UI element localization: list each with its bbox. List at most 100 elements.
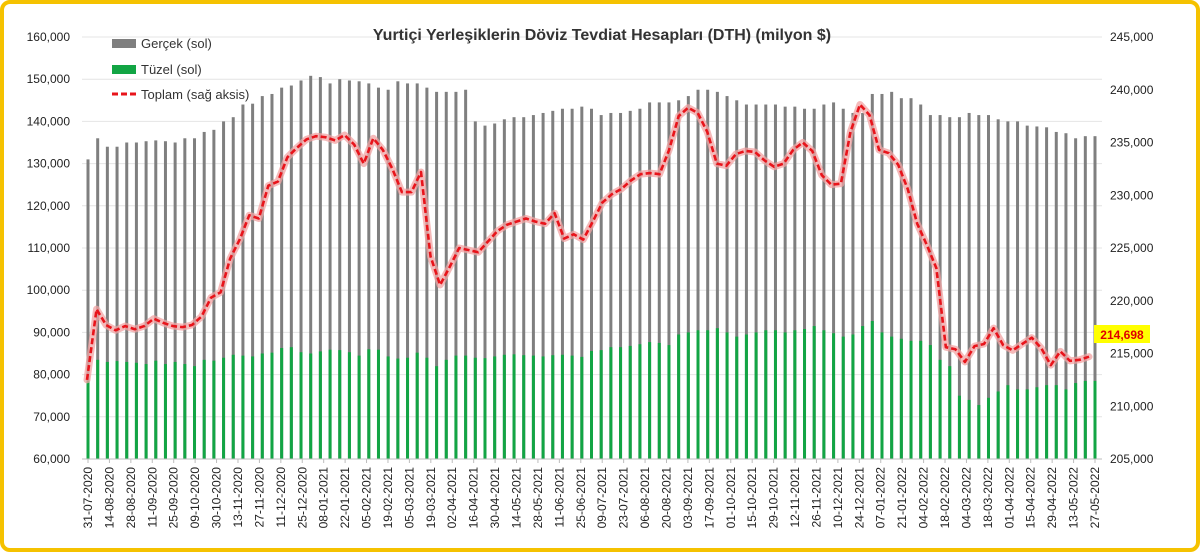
- tuzel-bar: [280, 348, 284, 459]
- gercek-bar: [803, 108, 807, 460]
- gercek-bar: [328, 83, 332, 460]
- x-tick-label: 04-03-2022: [959, 467, 973, 529]
- tuzel-bar: [493, 356, 497, 459]
- x-tick-label: 08-01-2021: [317, 467, 331, 529]
- gercek-bar: [783, 106, 787, 459]
- tuzel-bar: [861, 326, 865, 459]
- gercek-bar: [415, 83, 419, 460]
- last-value-text: 214,698: [1100, 328, 1144, 342]
- tuzel-bar: [1045, 385, 1049, 459]
- tuzel-bar: [996, 391, 1000, 459]
- gercek-bar: [1025, 125, 1029, 460]
- x-tick-label: 03-09-2021: [681, 467, 695, 529]
- gercek-bar: [202, 131, 206, 459]
- tuzel-bar: [531, 355, 535, 459]
- x-tick-label: 14-08-2020: [102, 467, 116, 529]
- gercek-bar: [318, 77, 322, 459]
- gercek-bar: [560, 108, 564, 460]
- gercek-bar: [251, 103, 255, 460]
- tuzel-bar: [125, 361, 129, 459]
- x-tick-label: 16-04-2021: [467, 467, 481, 529]
- gercek-bar: [1035, 126, 1039, 460]
- gercek-bar: [890, 91, 894, 460]
- x-axis: 31-07-2020 14-08-2020 28-08-2020 11-09-2020…: [81, 458, 1102, 529]
- gercek-bar: [648, 102, 652, 459]
- tuzel-bar: [347, 352, 351, 459]
- gercek-bar: [154, 140, 158, 459]
- tuzel-bar: [115, 361, 119, 459]
- gercek-bar: [376, 87, 380, 459]
- x-tick-label: 28-05-2021: [531, 467, 545, 529]
- gercek-bar: [1016, 121, 1020, 460]
- x-tick-label: 10-12-2021: [831, 467, 845, 529]
- toplam-line-path: [85, 103, 1090, 381]
- x-tick-label: 11-09-2020: [145, 467, 159, 528]
- gercek-bar: [425, 87, 429, 459]
- left-axis: 60,000 70,000 80,000 90,000 100,000 110,000 12…: [27, 30, 71, 466]
- x-tick-label: 28-08-2020: [124, 467, 138, 529]
- x-tick-label: 09-10-2020: [188, 467, 202, 529]
- tuzel-bar: [1016, 389, 1020, 459]
- gercek-bar: [551, 110, 555, 459]
- tuzel-bar: [628, 345, 632, 459]
- left-tick-label: 100,000: [27, 283, 71, 297]
- tuzel-bar: [590, 350, 593, 459]
- tuzel-bar: [880, 332, 884, 459]
- x-tick-label: 19-03-2021: [424, 467, 438, 529]
- tuzel-bar: [231, 354, 235, 459]
- x-tick-label: 18-02-2022: [938, 467, 952, 529]
- last-value-callout: 214,698: [1094, 325, 1150, 343]
- tuzel-bar: [357, 355, 361, 459]
- legend-label-toplam: Toplam (sağ aksis): [141, 87, 249, 102]
- left-tick-label: 130,000: [27, 157, 71, 171]
- gercek-bar: [473, 121, 477, 460]
- gercek-bar: [1006, 121, 1010, 460]
- tuzel-bar: [454, 355, 458, 459]
- tuzel-bar: [609, 347, 613, 459]
- x-tick-label: 09-07-2021: [595, 467, 609, 529]
- last-value-box: [1094, 325, 1150, 343]
- legend-label-gercek: Gerçek (sol): [141, 36, 212, 51]
- gercek-bar: [512, 117, 516, 460]
- tuzel-bar: [396, 358, 400, 459]
- tuzel-bar: [512, 354, 516, 459]
- tuzel-bar: [425, 357, 429, 459]
- tuzel-bar: [841, 336, 845, 459]
- tuzel-bar: [212, 360, 216, 459]
- gercek-bar: [590, 108, 593, 460]
- left-tick-label: 160,000: [27, 30, 71, 44]
- tuzel-bar: [241, 355, 245, 459]
- x-tick-label: 21-01-2022: [895, 467, 909, 529]
- right-tick-label: 205,000: [1110, 452, 1154, 466]
- x-tick-label: 01-04-2022: [1002, 467, 1016, 529]
- tuzel-bar: [725, 332, 729, 459]
- toplam-line: [83, 101, 1093, 384]
- gercek-bar: [928, 115, 932, 459]
- x-tick-label: 14-05-2021: [510, 467, 524, 529]
- gercek-bar: [522, 117, 526, 460]
- tuzel-bar: [134, 362, 138, 459]
- legend: Gerçek (sol) Tüzel (sol) Toplam (sağ aks…: [112, 36, 249, 102]
- tuzel-bar: [173, 361, 177, 459]
- tuzel-bar: [270, 352, 274, 459]
- tuzel-bars: [86, 321, 1097, 459]
- legend-label-tuzel: Tüzel (sol): [141, 62, 202, 77]
- tuzel-bar: [619, 347, 623, 459]
- x-tick-label: 29-04-2022: [1045, 467, 1059, 529]
- gercek-bars: [86, 75, 1097, 460]
- x-tick-label: 12-11-2021: [788, 467, 802, 528]
- gercek-bar: [841, 108, 845, 460]
- gercek-bar: [793, 106, 797, 459]
- gercek-bar: [396, 81, 400, 459]
- gercek-bar: [483, 125, 487, 460]
- tuzel-bar: [638, 344, 642, 459]
- tuzel-bar: [909, 340, 913, 459]
- tuzel-bar: [183, 364, 187, 459]
- x-tick-label: 07-01-2022: [874, 467, 888, 529]
- tuzel-bar: [105, 361, 109, 459]
- x-tick-label: 01-10-2021: [724, 467, 738, 529]
- right-axis: 205,000 210,000 215,000 220,000 225,000 230,0…: [1110, 30, 1154, 466]
- x-tick-label: 30-04-2021: [488, 467, 502, 529]
- tuzel-bar: [163, 364, 167, 459]
- x-tick-label: 23-07-2021: [617, 467, 631, 529]
